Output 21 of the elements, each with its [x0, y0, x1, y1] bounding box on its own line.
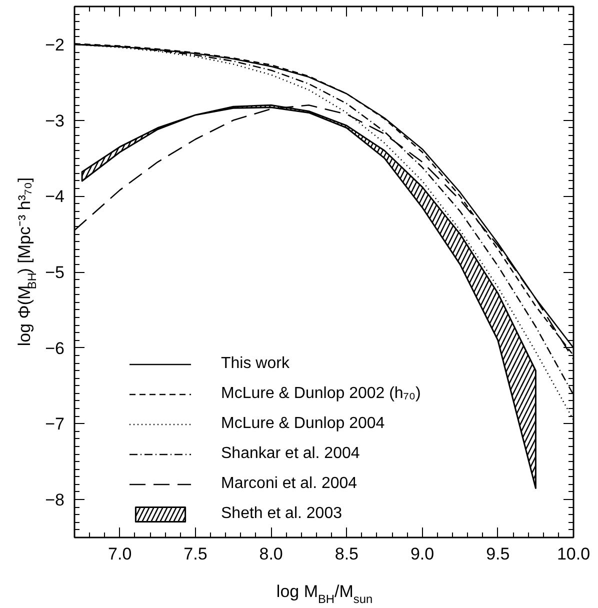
y-tick-label: −8: [45, 490, 65, 510]
legend-label: Marconi et al. 2004: [221, 475, 358, 493]
x-tick-label: 7.0: [108, 544, 132, 564]
legend-label: Shankar et al. 2004: [221, 445, 360, 463]
legend-label: McLure & Dunlop 2004: [221, 415, 385, 433]
x-tick-label: 8.5: [334, 544, 359, 564]
y-tick-label: −5: [45, 263, 65, 282]
x-tick-label: 10.0: [556, 544, 590, 564]
y-tick-label: −4: [45, 187, 65, 206]
y-tick-label: −2: [45, 35, 65, 54]
legend-label: McLure & Dunlop 2002 (h₇₀): [221, 385, 421, 403]
x-tick-label: 9.5: [486, 544, 510, 564]
y-axis-title: log Φ(MBH) [Mpc⁻³ h³₇₀]: [15, 177, 40, 346]
legend-label: This work: [221, 355, 290, 373]
y-tick-label: −7: [45, 414, 65, 434]
y-tick-label: −6: [45, 338, 65, 358]
x-tick-label: 7.5: [184, 544, 208, 564]
x-tick-label: 8.0: [259, 544, 283, 564]
x-tick-label: 9.0: [410, 544, 434, 564]
y-tick-label: −3: [45, 111, 65, 130]
legend-label: Sheth et al. 2003: [221, 505, 342, 523]
